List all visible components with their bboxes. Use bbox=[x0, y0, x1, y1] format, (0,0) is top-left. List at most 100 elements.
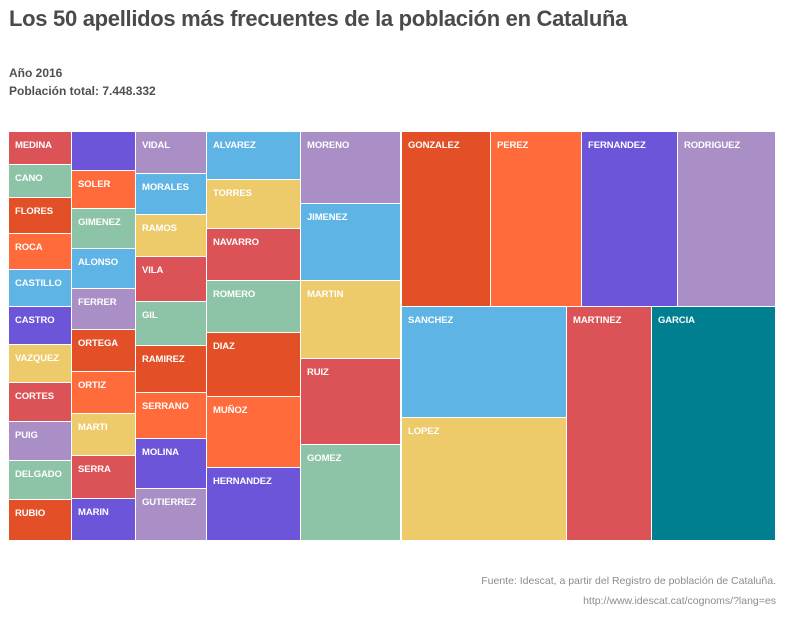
treemap-tile-label: ROCA bbox=[15, 242, 43, 253]
treemap-tile-label: CORTES bbox=[15, 391, 54, 402]
treemap-tile-label: SERRA bbox=[78, 464, 111, 475]
treemap-tile-label: RAMIREZ bbox=[142, 354, 185, 365]
treemap-tile-navarro[interactable]: NAVARRO bbox=[207, 229, 301, 281]
treemap-tile-martin[interactable]: MARTIN bbox=[301, 281, 401, 359]
treemap-tile-cano[interactable]: CANO bbox=[9, 165, 72, 198]
treemap-tile-alvarez[interactable]: ALVAREZ bbox=[207, 132, 301, 180]
treemap-tile-label: FERRER bbox=[78, 297, 117, 308]
treemap-tile-label: ORTIZ bbox=[78, 380, 106, 391]
treemap-tile-flores[interactable]: FLORES bbox=[9, 198, 72, 234]
treemap-tile-label: VILA bbox=[142, 265, 164, 276]
treemap-tile-torres[interactable]: TORRES bbox=[207, 180, 301, 229]
treemap-tile-label: VAZQUEZ bbox=[15, 353, 59, 364]
treemap-tile-label: MUÑOZ bbox=[213, 405, 248, 416]
treemap-tile-label: GUTIERREZ bbox=[142, 497, 196, 508]
treemap-tile-hernandez[interactable]: HERNANDEZ bbox=[207, 468, 301, 541]
treemap-tile-gonzalez[interactable]: GONZALEZ bbox=[402, 132, 491, 307]
treemap-tile-label: SERRANO bbox=[142, 401, 189, 412]
treemap-tile-label: MORENO bbox=[307, 140, 350, 151]
treemap-tile-medina[interactable]: MEDINA bbox=[9, 132, 72, 165]
treemap-tile-label: GIMENEZ bbox=[78, 217, 121, 228]
treemap-tile-romero[interactable]: ROMERO bbox=[207, 281, 301, 333]
treemap-tile-martinez[interactable]: MARTINEZ bbox=[567, 307, 652, 541]
treemap-tile-label: NAVARRO bbox=[213, 237, 259, 248]
treemap-tile-label: SANCHEZ bbox=[408, 315, 454, 326]
treemap-tile-label: MEDINA bbox=[15, 140, 52, 151]
treemap-tile-label: FERNANDEZ bbox=[588, 140, 646, 151]
treemap-tile-label: ALONSO bbox=[78, 257, 119, 268]
treemap-tile-label: FLORES bbox=[15, 206, 53, 217]
treemap-tile-label: JIMENEZ bbox=[307, 212, 348, 223]
treemap-tile-label: LOPEZ bbox=[408, 426, 440, 437]
treemap-tile-label: VIDAL bbox=[142, 140, 171, 151]
treemap-tile-serrano[interactable]: SERRANO bbox=[136, 393, 207, 439]
treemap-tile-serra[interactable]: SERRA bbox=[72, 456, 136, 499]
treemap-tile-gutierrez[interactable]: GUTIERREZ bbox=[136, 489, 207, 541]
treemap-tile-unlabeled-1-0[interactable] bbox=[72, 132, 136, 171]
treemap-tile-label: DIAZ bbox=[213, 341, 235, 352]
treemap-tile-jimenez[interactable]: JIMENEZ bbox=[301, 204, 401, 281]
treemap-tile-label: RUBIO bbox=[15, 508, 46, 519]
treemap-tile-label: ALVAREZ bbox=[213, 140, 256, 151]
treemap-tile-label: GARCIA bbox=[658, 315, 695, 326]
chart-title: Los 50 apellidos más frecuentes de la po… bbox=[9, 6, 628, 31]
treemap-tile-sanchez[interactable]: SANCHEZ bbox=[402, 307, 567, 418]
treemap-tile-ramos[interactable]: RAMOS bbox=[136, 215, 207, 257]
treemap-tile-label: HERNANDEZ bbox=[213, 476, 272, 487]
source-url[interactable]: http://www.idescat.cat/cognoms/?lang=es bbox=[583, 595, 776, 607]
treemap-tile-lopez[interactable]: LOPEZ bbox=[402, 418, 567, 541]
treemap-tile-label: MARTI bbox=[78, 422, 108, 433]
treemap-tile-ramirez[interactable]: RAMIREZ bbox=[136, 346, 207, 393]
treemap-tile-label: CASTRO bbox=[15, 315, 55, 326]
treemap-tile-moreno[interactable]: MORENO bbox=[301, 132, 401, 204]
treemap: MEDINA CANO FLORES ROCA CASTILLO CASTRO VAZQUE… bbox=[9, 132, 776, 541]
treemap-tile-gil[interactable]: GIL bbox=[136, 302, 207, 346]
treemap-tile-perez[interactable]: PEREZ bbox=[491, 132, 582, 307]
treemap-tile-label: PEREZ bbox=[497, 140, 529, 151]
treemap-tile-label: GOMEZ bbox=[307, 453, 342, 464]
treemap-tile-label: MARTIN bbox=[307, 289, 344, 300]
treemap-tile-label: CANO bbox=[15, 173, 43, 184]
treemap-tile-ferrer[interactable]: FERRER bbox=[72, 289, 136, 330]
treemap-tile-rodriguez[interactable]: RODRIGUEZ bbox=[678, 132, 776, 307]
treemap-tile-label: MOLINA bbox=[142, 447, 179, 458]
treemap-tile-ortega[interactable]: ORTEGA bbox=[72, 330, 136, 372]
treemap-tile-label: MARIN bbox=[78, 507, 109, 518]
treemap-tile-delgado[interactable]: DELGADO bbox=[9, 461, 72, 500]
treemap-tile-label: MARTINEZ bbox=[573, 315, 622, 326]
treemap-tile-garcia[interactable]: GARCIA bbox=[652, 307, 776, 541]
treemap-tile-vazquez[interactable]: VAZQUEZ bbox=[9, 345, 72, 383]
treemap-tile-molina[interactable]: MOLINA bbox=[136, 439, 207, 489]
treemap-tile-ruiz[interactable]: RUIZ bbox=[301, 359, 401, 445]
treemap-tile-puig[interactable]: PUIG bbox=[9, 422, 72, 461]
treemap-tile-marti[interactable]: MARTI bbox=[72, 414, 136, 456]
treemap-tile-vidal[interactable]: VIDAL bbox=[136, 132, 207, 174]
treemap-tile-marin[interactable]: MARIN bbox=[72, 499, 136, 541]
treemap-tile-label: RUIZ bbox=[307, 367, 329, 378]
treemap-tile-label: ROMERO bbox=[213, 289, 256, 300]
treemap-tile-ortiz[interactable]: ORTIZ bbox=[72, 372, 136, 414]
treemap-tile-label: SOLER bbox=[78, 179, 111, 190]
treemap-tile-vila[interactable]: VILA bbox=[136, 257, 207, 302]
treemap-tile-alonso[interactable]: ALONSO bbox=[72, 249, 136, 289]
treemap-tile-label: ORTEGA bbox=[78, 338, 119, 349]
treemap-tile-soler[interactable]: SOLER bbox=[72, 171, 136, 209]
treemap-tile-castro[interactable]: CASTRO bbox=[9, 307, 72, 345]
treemap-tile-gomez[interactable]: GOMEZ bbox=[301, 445, 401, 541]
treemap-tile-fernandez[interactable]: FERNANDEZ bbox=[582, 132, 678, 307]
treemap-tile-label: GIL bbox=[142, 310, 158, 321]
treemap-tile-rubio[interactable]: RUBIO bbox=[9, 500, 72, 541]
treemap-tile-label: CASTILLO bbox=[15, 278, 62, 289]
treemap-tile-castillo[interactable]: CASTILLO bbox=[9, 270, 72, 307]
treemap-tile-gimenez[interactable]: GIMENEZ bbox=[72, 209, 136, 249]
treemap-tile-diaz[interactable]: DIAZ bbox=[207, 333, 301, 397]
treemap-tile-label: PUIG bbox=[15, 430, 38, 441]
chart-subtitle-year: Año 2016 bbox=[9, 66, 63, 80]
source-note: Fuente: Idescat, a partir del Registro d… bbox=[481, 575, 776, 587]
treemap-tile-cortes[interactable]: CORTES bbox=[9, 383, 72, 422]
treemap-tile-roca[interactable]: ROCA bbox=[9, 234, 72, 270]
treemap-tile-morales[interactable]: MORALES bbox=[136, 174, 207, 215]
treemap-tile-label: GONZALEZ bbox=[408, 140, 460, 151]
treemap-tile-label: RAMOS bbox=[142, 223, 177, 234]
treemap-tile-muñoz[interactable]: MUÑOZ bbox=[207, 397, 301, 468]
